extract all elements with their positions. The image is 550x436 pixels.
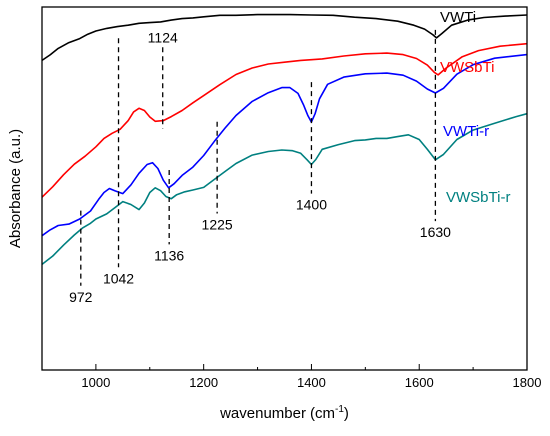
series-label-vwti-r: VWTi-r <box>443 123 489 140</box>
x-axis-label: wavenumber (cm-1) <box>219 404 349 422</box>
x-tick-label-1800: 1800 <box>513 375 542 390</box>
series-line-vwti-r <box>41 53 528 237</box>
x-axis-label-sup: -1 <box>335 404 344 415</box>
peak-label-1042: 1042 <box>103 270 134 286</box>
series-line-vwti <box>41 13 528 62</box>
x-tick-layer: 1000 1200 1400 1600 1800 <box>41 364 542 390</box>
peak-annotation-layer: 1124 1630 1400 1225 1136 1042 972 <box>69 29 451 304</box>
peak-label-1225: 1225 <box>202 217 233 233</box>
series-line-vwsbti <box>41 42 528 198</box>
x-tick-label-1400: 1400 <box>297 375 326 390</box>
x-tick-label-1000: 1000 <box>81 375 110 390</box>
x-axis-label-close: ) <box>344 405 349 422</box>
y-axis-label: Absorbance (a.u.) <box>7 129 24 248</box>
peak-label-1136: 1136 <box>154 247 184 263</box>
peak-label-1124: 1124 <box>148 29 178 45</box>
peak-label-1400: 1400 <box>296 197 327 213</box>
x-axis-label-main: wavenumber <box>219 405 306 422</box>
series-label-vwsbti: VWSbTi <box>440 59 494 76</box>
plot-frame <box>41 6 528 371</box>
x-tick-label-1600: 1600 <box>405 375 434 390</box>
peak-label-1630: 1630 <box>420 224 451 240</box>
x-axis-label-unit: (cm <box>310 405 335 422</box>
series-label-vwti: VWTi <box>440 9 476 26</box>
peak-label-972: 972 <box>69 289 93 305</box>
series-label-vwsbti-r: VWSbTi-r <box>446 189 510 206</box>
series-label-layer: VWTi VWSbTi VWTi-r VWSbTi-r <box>440 9 510 206</box>
series-line-vwsbti-r <box>41 112 528 266</box>
x-tick-label-1200: 1200 <box>189 375 218 390</box>
series-layer <box>41 13 528 266</box>
